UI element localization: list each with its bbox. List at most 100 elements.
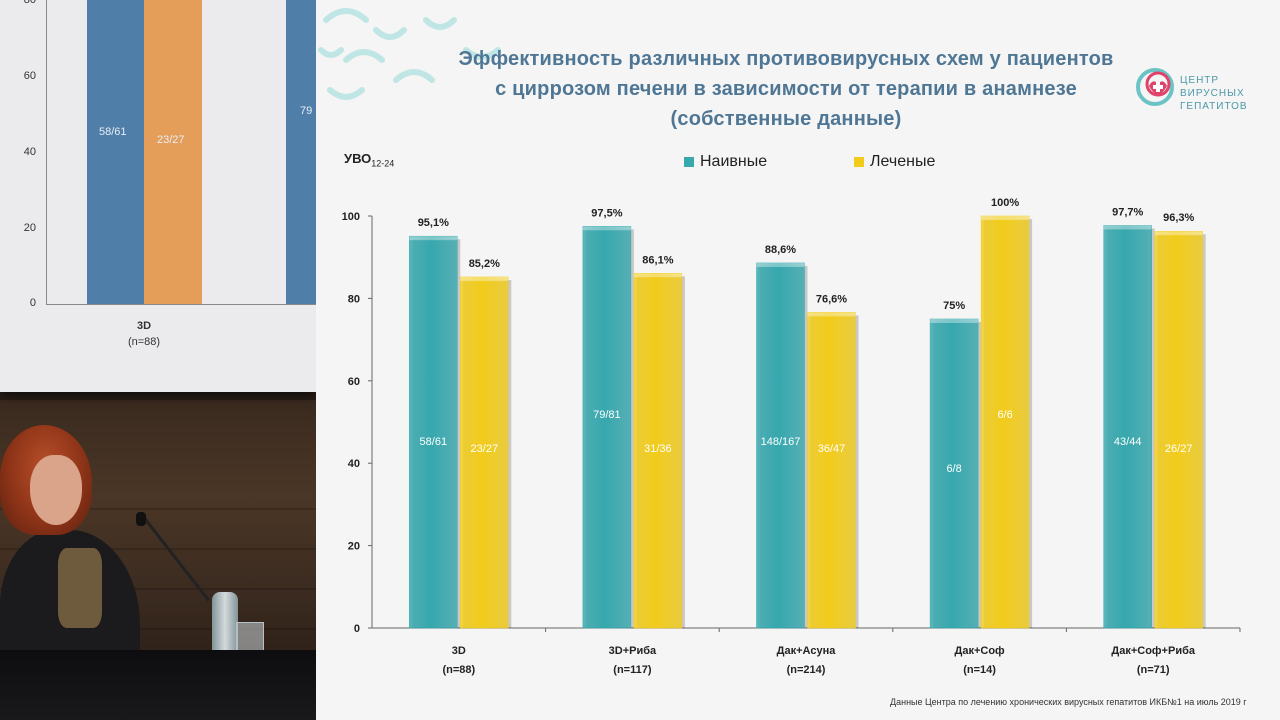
bar-highlight	[1154, 231, 1203, 236]
y-axis-label: УВО12-24	[344, 151, 394, 169]
bar-value-label: 95,1%	[418, 217, 449, 229]
x-category-n-label: (n=117)	[613, 664, 652, 676]
bar-highlight	[1103, 225, 1152, 230]
bar-value-label: 97,5%	[591, 207, 622, 219]
bar-fraction-label: 23/27	[471, 443, 499, 455]
x-category-n-label: (n=71)	[1137, 664, 1170, 676]
bar-value-label: 76,6%	[816, 293, 847, 305]
slide-title: Эффективность различных противовирусных …	[436, 44, 1136, 134]
bar-fraction-label: 36/47	[818, 443, 846, 455]
bar-treated	[807, 312, 856, 629]
x-category-label: Дак+Соф	[955, 645, 1006, 657]
bar-fraction-label: 43/44	[1114, 436, 1142, 448]
decorative-swirls	[318, 8, 501, 100]
x-category-n-label: (n=14)	[963, 664, 996, 676]
x-category-n-label: (n=88)	[442, 664, 475, 676]
left-tick: 60	[23, 70, 36, 82]
footnote: Данные Центра по лечению хронических вир…	[890, 697, 1247, 707]
bar-value-label: 96,3%	[1163, 212, 1194, 224]
left-tick: 40	[23, 146, 36, 158]
title-line-2: с циррозом печени в зависимости от терап…	[495, 78, 1077, 100]
bar-value-label: 88,6%	[765, 244, 796, 256]
bar-fraction-label: 148/167	[761, 436, 801, 448]
left-bar-treated	[144, 0, 202, 304]
bar-highlight	[930, 319, 979, 323]
y-axis-label-main: УВО	[344, 151, 372, 166]
x-category-label: 3D	[452, 645, 466, 657]
left-tick: 20	[23, 222, 36, 234]
y-tick-label: 80	[348, 293, 360, 305]
presentation-slide: Эффективность различных противовирусных …	[316, 0, 1280, 720]
logo-line-2: ГЕПАТИТОВ	[1180, 101, 1248, 112]
projected-slide-left: 80 60 40 20 0 58/61 23/27 79 3D (n=88)	[0, 0, 316, 392]
y-tick-label: 0	[354, 623, 360, 635]
video-frame-left: 80 60 40 20 0 58/61 23/27 79 3D (n=88)	[0, 0, 316, 720]
x-category-label: 3D+Риба	[609, 645, 657, 657]
bar-naive	[1103, 225, 1152, 629]
left-category-name: 3D	[136, 320, 152, 332]
logo-line-1: ЦЕНТР ВИРУСНЫХ	[1180, 75, 1245, 99]
speaker-face	[30, 455, 82, 525]
bar-highlight	[409, 236, 458, 241]
speaker-neck	[58, 548, 102, 628]
bar-highlight	[633, 273, 682, 278]
left-tick: 0	[29, 297, 36, 309]
bar-highlight	[807, 312, 856, 317]
bar-fraction-label: 26/27	[1165, 443, 1193, 455]
title-line-1: Эффективность различных противовирусных …	[458, 48, 1114, 70]
bar-treated	[633, 273, 683, 629]
legend-label-treated: Леченые	[870, 153, 936, 170]
bar-highlight	[981, 216, 1030, 220]
title-line-3: (собственные данные)	[670, 108, 902, 130]
y-tick-label: 100	[342, 211, 360, 223]
left-tick: 80	[23, 0, 36, 6]
legend-swatch-naive	[684, 157, 694, 167]
left-bar-naive	[87, 0, 144, 304]
bar-fraction-label: 6/8	[946, 463, 961, 475]
bar-naive	[929, 318, 979, 629]
bar-treated	[1154, 230, 1203, 629]
left-category-n: (n=88)	[127, 336, 161, 348]
left-bar-label: 23/27	[157, 134, 185, 146]
bar-fraction-label: 6/6	[997, 409, 1012, 421]
x-category-n-label: (n=214)	[787, 664, 826, 676]
logo-text: ЦЕНТР ВИРУСНЫХ ГЕПАТИТОВ	[1180, 74, 1280, 113]
bar-highlight	[460, 276, 509, 281]
lectern	[0, 650, 316, 720]
bar-value-label: 75%	[943, 300, 965, 312]
bar-naive	[409, 235, 458, 629]
microphone-icon	[136, 512, 146, 526]
y-tick-label: 20	[348, 541, 360, 553]
x-category-label: Дак+Соф+Риба	[1111, 645, 1195, 657]
legend-label-naive: Наивные	[700, 153, 768, 170]
bar-chart: 0 20 40 60 80 100 95,1% 58/61 85,2% 23/27 3D (n=88)…	[342, 197, 1241, 676]
bar-value-label: 86,1%	[642, 254, 673, 266]
bar-treated	[980, 215, 1030, 629]
legend-item-naive: Наивные	[684, 153, 767, 171]
left-chart-baseline	[46, 304, 316, 305]
left-chart-axis	[46, 0, 47, 304]
left-category-label: 3D (n=88)	[100, 318, 188, 350]
bar-fraction-label: 79/81	[593, 409, 621, 421]
center-logo: ЦЕНТР ВИРУСНЫХ ГЕПАТИТОВ	[1134, 60, 1280, 114]
bar-naive	[756, 262, 805, 629]
bar-value-label: 85,2%	[469, 258, 500, 270]
left-bar-label: 58/61	[99, 126, 127, 138]
x-category-label: Дак+Асуна	[777, 645, 837, 657]
bar-treated	[460, 276, 509, 629]
y-tick-label: 40	[348, 458, 360, 470]
bar-highlight	[756, 262, 805, 267]
bar-value-label: 100%	[991, 197, 1019, 209]
legend-item-treated: Леченые	[854, 153, 935, 171]
bar-naive	[582, 226, 632, 629]
left-bar-partial	[286, 0, 316, 304]
heart-cross-icon	[1136, 68, 1174, 106]
bar-value-label: 97,7%	[1112, 206, 1143, 218]
y-tick-label: 60	[348, 376, 360, 388]
bar-fraction-label: 31/36	[644, 443, 672, 455]
legend-swatch-treated	[854, 157, 864, 167]
left-bar-label: 79	[300, 105, 313, 117]
bar-fraction-label: 58/61	[420, 436, 448, 448]
y-axis-label-sub: 12-24	[371, 158, 395, 169]
bar-highlight	[582, 226, 631, 231]
